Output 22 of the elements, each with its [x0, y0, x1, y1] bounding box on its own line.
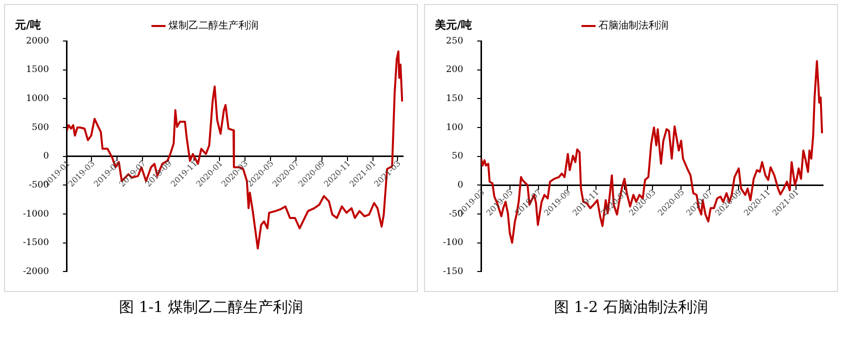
y-tick-label: 200 [446, 65, 464, 76]
legend-label: 石脑油制法利润 [598, 20, 668, 32]
y-tick-label: 0 [43, 152, 50, 162]
legend-label: 煤制乙二醇生产利润 [168, 20, 258, 32]
y-axis-title: 元/吨 [14, 18, 42, 32]
y-tick-label: -1000 [22, 209, 50, 220]
y-tick-label: 2000 [26, 36, 50, 46]
y-tick-label: -150 [442, 266, 464, 277]
y-tick-label: -1500 [22, 238, 50, 248]
y-tick-label: -2000 [22, 266, 50, 277]
text: 图 1-2 石脑油制法利润 [553, 298, 709, 317]
y-tick-label: 500 [32, 122, 50, 133]
text: 图 1-1 煤制乙二醇生产利润 [118, 298, 304, 317]
y-tick-label: 0 [457, 180, 464, 190]
y-tick-label: 150 [446, 94, 464, 104]
y-tick-label: 250 [446, 36, 464, 46]
y-tick-label: 100 [446, 122, 464, 133]
y-tick-label: 1500 [26, 65, 50, 76]
y-tick-label: -100 [442, 238, 464, 248]
y-tick-label: 1000 [26, 94, 50, 104]
y-axis-title: 美元/吨 [434, 18, 472, 32]
y-tick-label: 50 [452, 152, 464, 162]
